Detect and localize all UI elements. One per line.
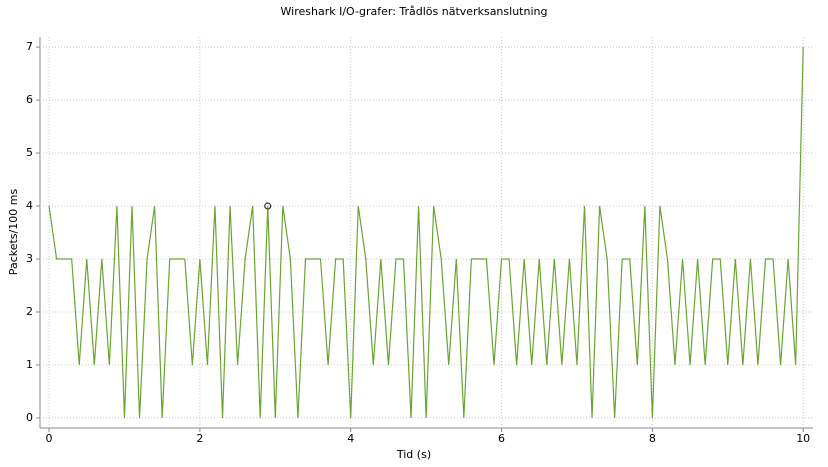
selected-point [264,202,272,210]
y-tick-label: 4 [26,199,33,212]
x-axis-label: Tid (s) [396,448,431,461]
y-tick-label: 5 [26,146,33,159]
x-tick-label: 2 [196,432,203,445]
y-tick-label: 7 [26,40,33,53]
x-tick-label: 10 [796,432,810,445]
y-tick-label: 1 [26,358,33,371]
y-axis-label: Packets/100 ms [7,189,20,276]
x-tick-label: 0 [46,432,53,445]
chart-title: Wireshark I/O-grafer: Trådlös nätverksan… [281,5,548,18]
data-line [48,47,804,418]
y-tick-label: 2 [26,305,33,318]
y-tick-label: 3 [26,252,33,265]
y-tick-label: 0 [26,411,33,424]
x-tick-label: 6 [498,432,505,445]
x-tick-label: 4 [347,432,354,445]
y-tick-label: 6 [26,93,33,106]
x-tick-label: 8 [649,432,656,445]
